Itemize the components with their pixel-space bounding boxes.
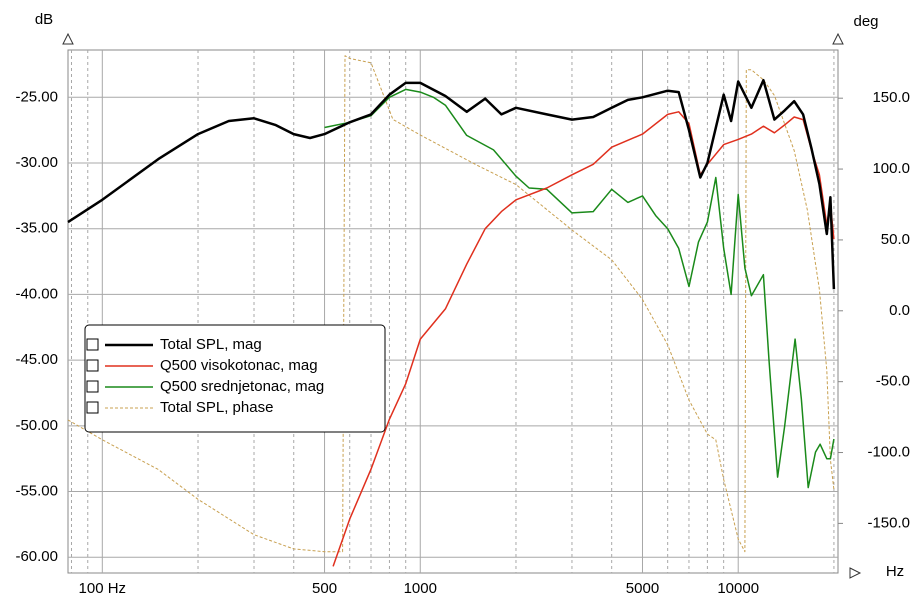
y-tick-label: -60.00 xyxy=(15,548,58,565)
y-tick-label: -50.00 xyxy=(15,417,58,434)
legend-label: Total SPL, phase xyxy=(160,399,273,416)
x-tick-label: 100 Hz xyxy=(79,580,127,597)
x-tick-label: 10000 xyxy=(717,580,759,597)
series-line xyxy=(324,88,835,489)
series-line xyxy=(67,78,836,290)
y2-unit: deg xyxy=(853,13,878,30)
series-line xyxy=(332,111,835,567)
y2-tick-label: -100.0 xyxy=(867,443,910,460)
y2-tick-label: 100.0 xyxy=(872,160,910,177)
y2-tick-label: -50.0 xyxy=(876,373,910,390)
legend-label: Total SPL, mag xyxy=(160,336,262,353)
legend-label: Q500 visokotonac, mag xyxy=(160,357,318,374)
legend-checkbox[interactable] xyxy=(86,338,99,351)
y-tick-label: -25.00 xyxy=(15,88,58,105)
y-tick-label: -35.00 xyxy=(15,220,58,237)
legend-checkbox[interactable] xyxy=(86,380,99,393)
legend-checkbox[interactable] xyxy=(86,401,99,414)
legend-checkbox[interactable] xyxy=(86,359,99,372)
y-tick-label: -30.00 xyxy=(15,154,58,171)
y-unit: dB xyxy=(35,11,53,28)
x-tick-label: 500 xyxy=(312,580,337,597)
y2-tick-label: 150.0 xyxy=(872,89,910,106)
x-unit: Hz xyxy=(886,563,904,580)
plot-area xyxy=(67,49,839,574)
y2-tick-label: 50.0 xyxy=(881,231,910,248)
axis-arrow xyxy=(832,32,844,45)
y2-tick-label: -150.0 xyxy=(867,514,910,531)
axis-arrow xyxy=(849,567,862,579)
y-tick-label: -40.00 xyxy=(15,285,58,302)
y-tick-label: -45.00 xyxy=(15,351,58,368)
x-tick-label: 1000 xyxy=(404,580,437,597)
x-tick-label: 5000 xyxy=(626,580,659,597)
y2-tick-label: 0.0 xyxy=(889,302,910,319)
legend-box xyxy=(84,324,386,433)
legend: Total SPL, mag Q500 visokotonac, mag Q500 … xyxy=(84,324,386,433)
series-lines xyxy=(67,55,836,567)
legend-label: Q500 srednjetonac, mag xyxy=(160,378,324,395)
axis-arrow xyxy=(62,32,74,45)
y-tick-label: -55.00 xyxy=(15,482,58,499)
